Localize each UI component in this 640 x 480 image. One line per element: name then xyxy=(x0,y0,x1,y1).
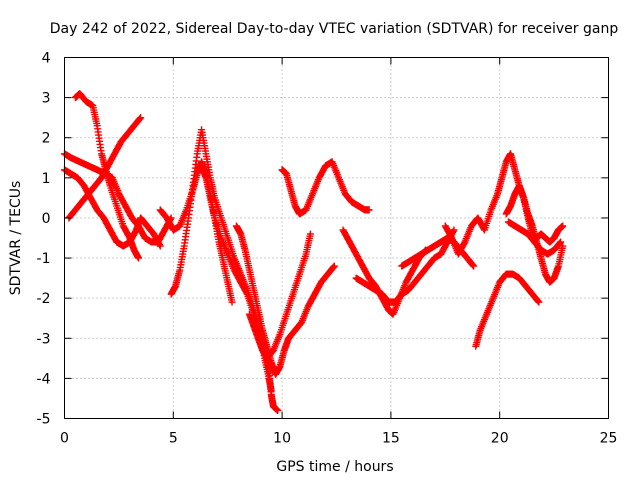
data-point xyxy=(156,242,164,250)
data-markers xyxy=(61,90,567,414)
data-point xyxy=(534,297,542,305)
chart-title: Day 242 of 2022, Sidereal Day-to-day VTE… xyxy=(50,21,619,37)
series-arc-9 xyxy=(245,230,314,362)
series-arc-11 xyxy=(339,226,430,318)
series-arc-12 xyxy=(352,226,458,306)
y-axis-label: SDTVAR / TECUs xyxy=(8,181,24,296)
series-arc-10 xyxy=(278,158,373,218)
data-point xyxy=(535,298,543,306)
data-point xyxy=(267,386,275,394)
data-point xyxy=(330,263,338,271)
series-arc-17 xyxy=(472,270,543,350)
y-tick-label: 0 xyxy=(42,211,51,227)
data-point xyxy=(556,239,564,247)
x-tick-label: 10 xyxy=(273,431,291,447)
data-point xyxy=(136,115,144,123)
y-tick-label: 4 xyxy=(42,51,51,67)
y-tick-label: 1 xyxy=(42,171,51,187)
y-tick-labels: -5 -4 -3 -2 -1 0 1 2 3 4 xyxy=(37,51,51,428)
series-arc-4 xyxy=(65,114,145,222)
series-arc-15 xyxy=(502,182,567,246)
y-tick-label: -1 xyxy=(37,251,51,267)
data-point xyxy=(460,239,468,247)
data-point xyxy=(447,233,455,241)
data-point xyxy=(450,226,458,234)
y-tick-label: -3 xyxy=(37,331,51,347)
data-point xyxy=(559,222,567,230)
y-tick-label: -2 xyxy=(37,291,51,307)
series-arc-2 xyxy=(61,150,175,246)
y-tick-label: 2 xyxy=(42,131,51,147)
axis-ticks xyxy=(64,57,609,419)
data-point xyxy=(306,230,314,238)
data-point xyxy=(243,289,251,297)
series-arc-16 xyxy=(504,218,565,258)
series-arc-14 xyxy=(441,150,567,286)
data-point xyxy=(557,238,565,246)
data-point xyxy=(137,114,145,122)
data-point xyxy=(156,241,164,249)
data-point xyxy=(365,206,373,214)
data-point xyxy=(228,298,236,306)
series-arc-3 xyxy=(61,166,164,250)
x-tick-label: 20 xyxy=(491,431,509,447)
x-tick-label: 25 xyxy=(600,431,618,447)
x-tick-labels: 0 5 10 15 20 25 xyxy=(60,431,617,447)
y-tick-label: 3 xyxy=(42,91,51,107)
x-tick-label: 0 xyxy=(60,431,69,447)
y-tick-label: -5 xyxy=(37,412,51,428)
data-point xyxy=(330,262,338,270)
y-tick-label: -4 xyxy=(37,371,51,387)
data-point xyxy=(274,406,282,414)
series-arc-8 xyxy=(232,222,338,378)
data-point xyxy=(469,261,477,269)
data-point xyxy=(134,254,142,262)
x-axis-label: GPS time / hours xyxy=(276,459,393,475)
data-point xyxy=(470,262,478,270)
x-tick-label: 15 xyxy=(382,431,400,447)
x-tick-label: 5 xyxy=(169,431,178,447)
plot-frame xyxy=(64,57,609,419)
